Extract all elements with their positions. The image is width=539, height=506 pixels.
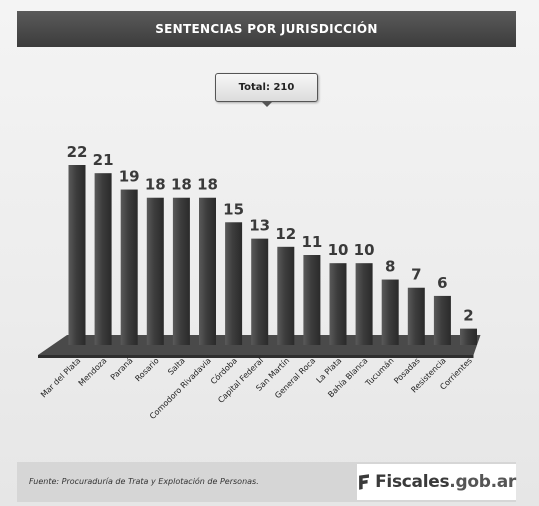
value-label-12: 8 bbox=[385, 258, 395, 276]
bar-13 bbox=[407, 287, 425, 345]
bar-chart: 22 21 19 18 18 18 15 13 12 11 10 10 8 7 62 Mar del Pla… bbox=[38, 143, 481, 421]
value-label-5: 18 bbox=[197, 176, 218, 194]
value-label-7: 13 bbox=[249, 217, 270, 235]
category-label-0: Mar del Plata bbox=[39, 356, 82, 399]
category-label-7: Capital Federal bbox=[216, 356, 265, 405]
category-label-3: Rosario bbox=[133, 356, 160, 383]
value-label-14: 6 bbox=[437, 274, 447, 292]
bar-9 bbox=[303, 255, 321, 345]
value-label-3: 18 bbox=[145, 176, 166, 194]
value-label-6: 15 bbox=[223, 200, 244, 218]
bar-11 bbox=[355, 263, 373, 345]
value-labels-layer: 22 21 19 18 18 18 15 13 12 11 10 10 8 7 62 bbox=[67, 143, 474, 325]
value-label-2: 19 bbox=[119, 168, 140, 186]
fiscales-logo: Fiscales.gob.ar bbox=[357, 464, 516, 500]
value-label-10: 10 bbox=[328, 241, 349, 259]
bar-12 bbox=[381, 279, 399, 345]
value-label-4: 18 bbox=[171, 176, 192, 194]
value-label-13: 7 bbox=[411, 266, 421, 284]
category-label-2: Paraná bbox=[109, 356, 135, 382]
category-label-4: Salta bbox=[166, 356, 187, 377]
bar-8 bbox=[277, 246, 295, 345]
bar-5 bbox=[199, 197, 216, 345]
bar-0 bbox=[68, 165, 86, 345]
logo-text: Fiscales.gob.ar bbox=[375, 472, 516, 492]
bar-15 bbox=[460, 328, 477, 345]
value-label-0: 22 bbox=[67, 143, 88, 161]
bars-layer bbox=[68, 165, 477, 345]
chart-title: SENTENCIAS POR JURISDICCIÓN bbox=[155, 22, 378, 36]
bar-14 bbox=[433, 295, 451, 345]
value-label-15: 2 bbox=[463, 307, 473, 325]
logo-text-suffix: .gob.ar bbox=[449, 472, 516, 492]
logo-text-main: Fiscales bbox=[375, 472, 450, 492]
value-label-9: 11 bbox=[301, 233, 322, 251]
fiscales-logo-icon bbox=[359, 474, 369, 490]
chart-title-bar: SENTENCIAS POR JURISDICCIÓN bbox=[17, 11, 516, 47]
value-label-8: 12 bbox=[275, 225, 296, 243]
bar-3 bbox=[146, 197, 164, 345]
bar-7 bbox=[251, 238, 269, 345]
value-label-11: 10 bbox=[354, 241, 375, 259]
category-label-1: Mendoza bbox=[77, 356, 109, 388]
total-callout: Total: 210 bbox=[215, 73, 318, 107]
value-label-1: 21 bbox=[93, 151, 114, 169]
bar-2 bbox=[120, 189, 138, 345]
footer: Fuente: Procuraduría de Trata y Explotac… bbox=[17, 462, 516, 502]
bar-6 bbox=[225, 222, 243, 345]
total-label: Total: 210 bbox=[238, 82, 295, 93]
source-note: Fuente: Procuraduría de Trata y Explotac… bbox=[29, 477, 259, 486]
bar-10 bbox=[329, 263, 347, 345]
chart-base-front bbox=[38, 355, 474, 358]
bar-1 bbox=[94, 173, 112, 345]
bar-4 bbox=[172, 197, 190, 345]
